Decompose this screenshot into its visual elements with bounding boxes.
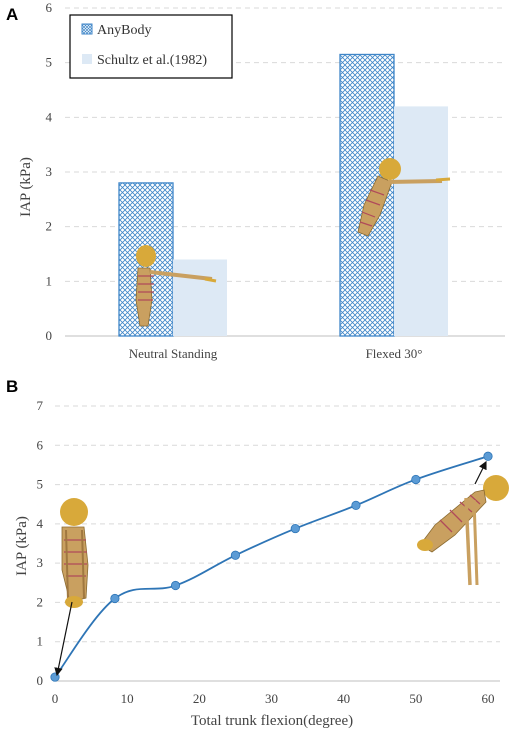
panel-b-y-tick-label: 3 [37,555,44,570]
panel-a-x-tick-label: Neutral Standing [129,346,218,361]
panel-a-letter: A [6,5,18,24]
data-point [483,451,493,461]
panel-a-legend: AnyBody Schultz et al.(1982) [69,14,233,79]
legend-swatch-anybody [81,23,93,35]
panel-a-y-tick-label: 5 [46,55,53,70]
data-point [290,523,300,534]
data-point [50,672,60,682]
panel-b-y-tick-label: 6 [37,437,44,452]
skeleton-standing-icon [135,245,217,327]
skeleton-bent-icon [417,475,509,586]
legend-label-schultz: Schultz et al.(1982) [97,53,207,68]
panel-a-y-ticks: 0 1 2 3 4 5 6 [46,0,53,343]
panel-a-y-tick-label: 0 [46,328,53,343]
panel-b-x-tick-label: 0 [52,691,59,706]
panel-b-x-tick-label: 50 [409,691,422,706]
panel-b-x-tick-label: 60 [482,691,495,706]
skeleton-flexed-icon [357,158,451,237]
panel-a-y-tick-label: 1 [46,273,53,288]
panel-a-y-tick-label: 2 [46,219,53,234]
panel-b-x-tick-label: 40 [337,691,350,706]
legend-label-anybody: AnyBody [97,23,151,38]
data-point [110,593,120,604]
arrow-to-end-point [474,460,487,485]
bar-schultz [173,259,227,336]
panel-b-x-tick-label: 20 [193,691,206,706]
panel-b-series [50,451,493,682]
legend-box [69,14,233,79]
panel-b-y-tick-label: 4 [37,516,44,531]
skeleton-upright-icon [60,498,89,608]
panel-b-letter: B [6,377,18,396]
series-line [54,455,489,678]
panel-a-y-tick-label: 6 [46,0,53,15]
panel-b-y-ticks: 0 1 2 3 4 5 6 7 [37,398,44,688]
panel-b-y-axis-title: IAP (kPa) [14,516,30,576]
panel-a-y-axis-title: IAP (kPa) [18,157,34,217]
data-point [411,474,421,485]
panel-b-y-tick-label: 5 [37,477,44,492]
panel-b-gridlines [55,405,500,643]
data-point [351,500,361,510]
panel-a-bars [118,53,448,337]
panel-a-x-ticks: Neutral Standing Flexed 30° [129,346,423,361]
panel-b-x-ticks: 0 10 20 30 40 50 60 [52,691,495,706]
panel-b-y-tick-label: 7 [37,398,44,413]
panel-b-x-tick-label: 10 [121,691,134,706]
panel-a-y-tick-label: 4 [46,109,53,124]
arrow-to-start-point [54,601,73,677]
panel-b-x-tick-label: 30 [265,691,278,706]
data-point [230,550,241,560]
bar-schultz [394,106,448,337]
panel-b-x-axis-title: Total trunk flexion(degree) [191,713,353,729]
legend-swatch-schultz [82,54,92,64]
panel-a-y-tick-label: 3 [46,164,53,179]
panel-b-y-tick-label: 2 [37,594,44,609]
data-point [170,580,181,591]
panel-b-y-tick-label: 1 [37,634,44,649]
panel-a-x-tick-label: Flexed 30° [366,346,423,361]
panel-b-y-tick-label: 0 [37,673,44,688]
